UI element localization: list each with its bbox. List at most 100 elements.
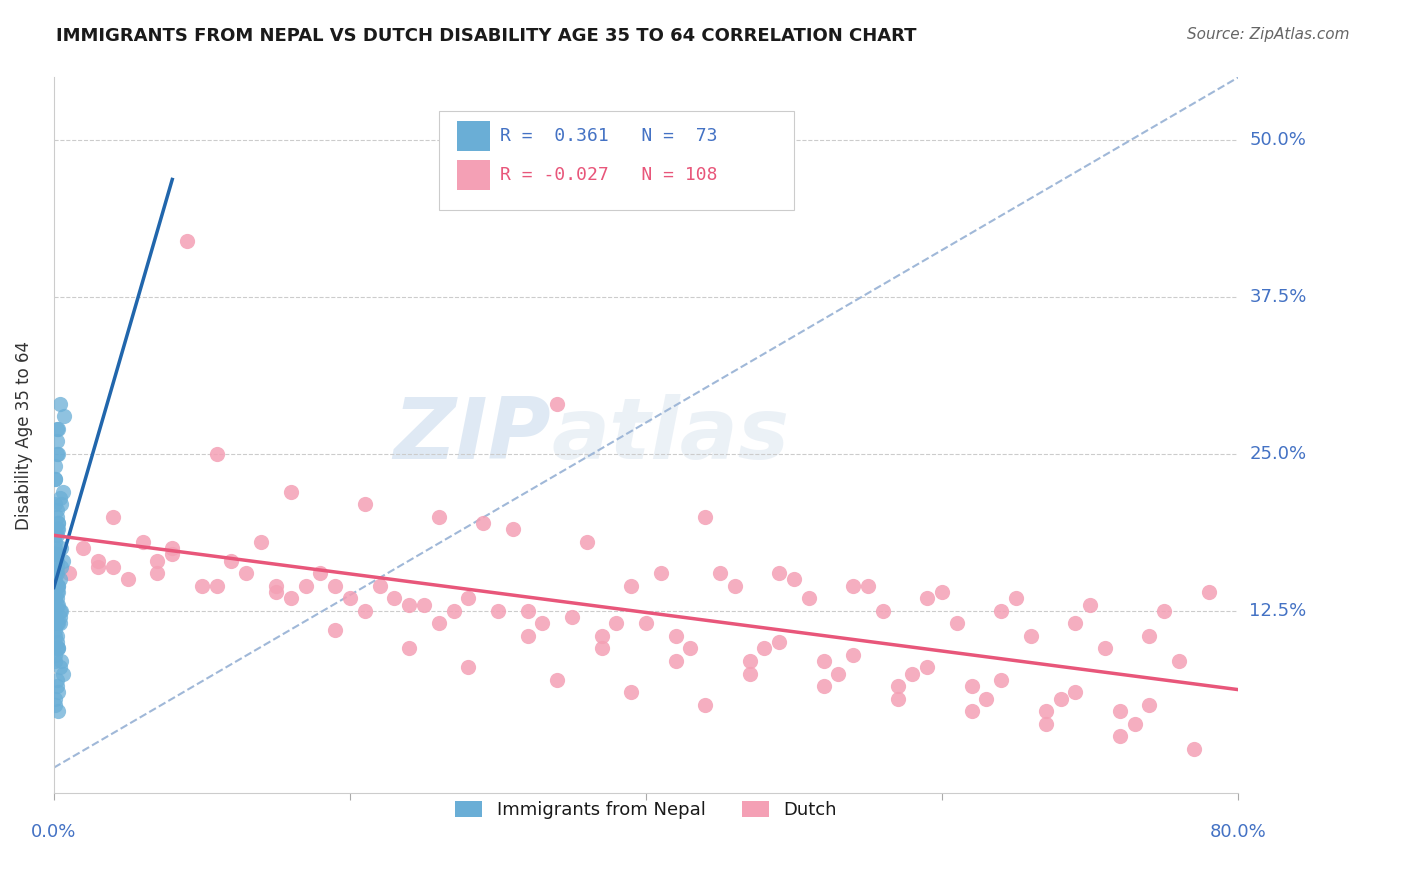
Text: 80.0%: 80.0% xyxy=(1209,823,1267,841)
Point xyxy=(946,616,969,631)
Point xyxy=(87,560,110,574)
Point xyxy=(323,579,346,593)
Point xyxy=(58,566,80,581)
Point xyxy=(101,560,124,574)
Point xyxy=(44,547,66,561)
Point xyxy=(45,629,67,643)
Point xyxy=(443,604,465,618)
FancyBboxPatch shape xyxy=(457,160,489,190)
Point xyxy=(48,604,70,618)
Point xyxy=(797,591,820,606)
Point xyxy=(1108,729,1130,743)
Point xyxy=(46,641,69,656)
Point xyxy=(45,679,67,693)
Point xyxy=(205,447,228,461)
Point xyxy=(52,484,75,499)
Point xyxy=(1123,716,1146,731)
Text: IMMIGRANTS FROM NEPAL VS DUTCH DISABILITY AGE 35 TO 64 CORRELATION CHART: IMMIGRANTS FROM NEPAL VS DUTCH DISABILIT… xyxy=(56,27,917,45)
Point xyxy=(46,585,69,599)
Point xyxy=(146,566,169,581)
Point xyxy=(44,472,66,486)
Point xyxy=(52,553,75,567)
Point xyxy=(44,541,66,555)
Point xyxy=(44,472,66,486)
Point xyxy=(917,591,939,606)
Text: 50.0%: 50.0% xyxy=(1250,131,1306,149)
Point xyxy=(1168,654,1191,668)
Point xyxy=(45,641,67,656)
Text: 0.0%: 0.0% xyxy=(31,823,76,841)
Point xyxy=(427,616,450,631)
Point xyxy=(886,679,908,693)
Point xyxy=(754,641,776,656)
Point xyxy=(368,579,391,593)
Point xyxy=(353,497,375,511)
Point xyxy=(53,409,76,424)
Point xyxy=(45,616,67,631)
Point xyxy=(264,579,287,593)
Point xyxy=(44,610,66,624)
Point xyxy=(620,685,643,699)
Point xyxy=(842,648,865,662)
Point xyxy=(546,673,568,687)
Point xyxy=(591,641,613,656)
Point xyxy=(250,534,273,549)
Point xyxy=(44,629,66,643)
Point xyxy=(44,497,66,511)
Point xyxy=(827,666,849,681)
Point xyxy=(44,566,66,581)
Point xyxy=(45,585,67,599)
Point xyxy=(413,598,436,612)
FancyBboxPatch shape xyxy=(457,121,489,151)
Point xyxy=(45,579,67,593)
Point xyxy=(51,560,73,574)
Point xyxy=(813,654,835,668)
Point xyxy=(51,604,73,618)
Point xyxy=(44,573,66,587)
Point xyxy=(1094,641,1116,656)
Point xyxy=(768,566,790,581)
Point xyxy=(46,516,69,530)
Point xyxy=(146,553,169,567)
Point xyxy=(738,666,761,681)
Point xyxy=(46,579,69,593)
Point xyxy=(1153,604,1175,618)
Text: atlas: atlas xyxy=(551,393,789,476)
Point xyxy=(1182,742,1205,756)
Text: 12.5%: 12.5% xyxy=(1250,602,1306,620)
Point xyxy=(51,654,73,668)
Point xyxy=(1019,629,1042,643)
Point xyxy=(46,641,69,656)
Point xyxy=(427,509,450,524)
Point xyxy=(309,566,332,581)
Point xyxy=(46,447,69,461)
Point xyxy=(48,491,70,505)
Point xyxy=(724,579,747,593)
Point xyxy=(44,698,66,712)
Point xyxy=(620,579,643,593)
Point xyxy=(45,560,67,574)
Point xyxy=(44,604,66,618)
Point xyxy=(48,660,70,674)
Point xyxy=(738,654,761,668)
Point xyxy=(45,547,67,561)
Point xyxy=(44,591,66,606)
Point xyxy=(516,629,538,643)
Point xyxy=(294,579,316,593)
Point xyxy=(886,691,908,706)
Text: 37.5%: 37.5% xyxy=(1250,288,1306,306)
Point xyxy=(1005,591,1028,606)
Point xyxy=(650,566,672,581)
Point xyxy=(45,635,67,649)
Point xyxy=(45,591,67,606)
Point xyxy=(51,541,73,555)
Point xyxy=(1035,716,1057,731)
Point xyxy=(45,434,67,449)
Point xyxy=(45,522,67,536)
Point xyxy=(44,591,66,606)
Point xyxy=(339,591,361,606)
Point xyxy=(44,691,66,706)
Point xyxy=(162,547,184,561)
Point xyxy=(45,503,67,517)
Point xyxy=(931,585,953,599)
